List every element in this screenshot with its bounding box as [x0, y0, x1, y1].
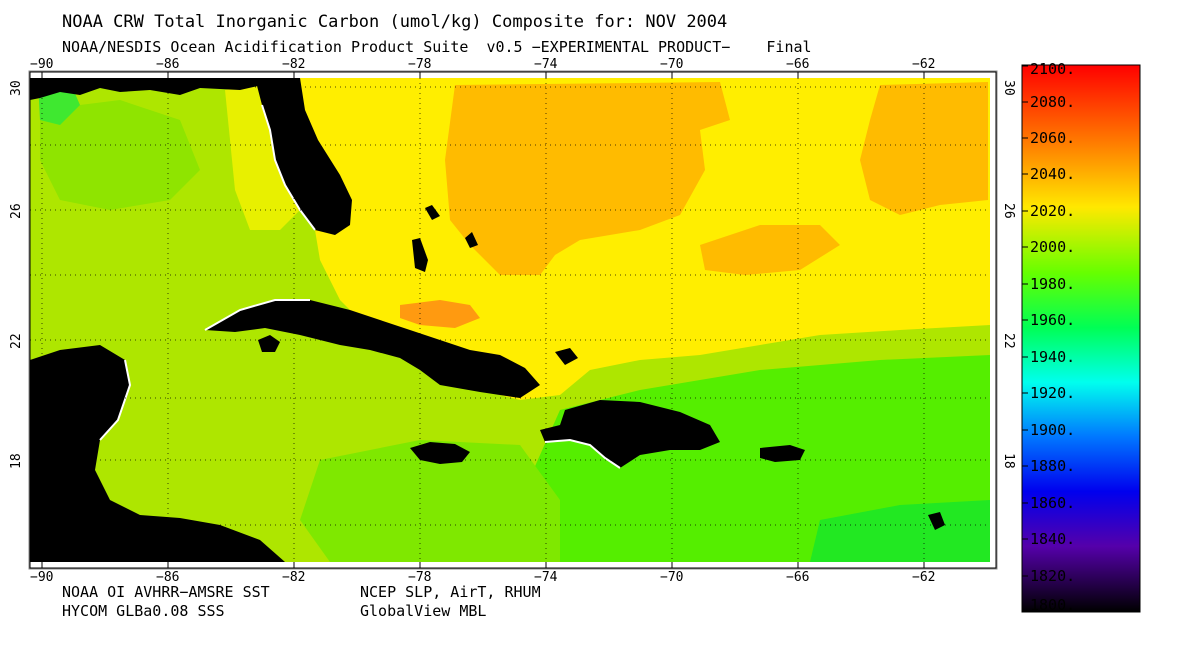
colorbar-label: 1940.: [1030, 348, 1076, 366]
land-bahamas-small-2: [465, 232, 478, 248]
colorbar-label: 2060.: [1030, 129, 1076, 147]
map-title: NOAA CRW Total Inorganic Carbon (umol/kg…: [62, 12, 728, 32]
lon-tick-bottom: −82: [282, 570, 306, 585]
land-cuba: [205, 300, 540, 398]
colorbar-label: 1840.: [1030, 530, 1076, 548]
lon-tick-bottom: −86: [156, 570, 180, 585]
region-green-gulf: [40, 100, 200, 210]
lon-tick-bottom: −74: [534, 570, 558, 585]
lat-tick-left: 18: [9, 453, 24, 469]
land-andros: [412, 238, 428, 272]
source-sss: HYCOM GLBa0.08 SSS: [62, 602, 225, 620]
lon-tick-top: −66: [786, 57, 810, 72]
region-green-bright: [810, 500, 990, 562]
region-orange-cuba: [400, 300, 480, 328]
graticule: [30, 78, 990, 562]
colorbar-label: 2080.: [1030, 93, 1076, 111]
colorbar-label: 2000.: [1030, 238, 1076, 256]
lon-tick-bottom: −62: [912, 570, 936, 585]
colorbar: [1021, 64, 1141, 613]
region-orange-sargasso: [445, 82, 730, 275]
colorbar-label: 2100.: [1030, 60, 1076, 78]
lat-tick-right: 26: [1001, 203, 1016, 219]
colorbar-label: 1800.: [1030, 596, 1076, 614]
lon-tick-top: −82: [282, 57, 306, 72]
colorbar-ticks: [1022, 65, 1028, 612]
colorbar-label: 2040.: [1030, 165, 1076, 183]
lon-tick-bottom: −70: [660, 570, 684, 585]
land-puerto-rico: [760, 445, 805, 462]
lat-tick-left: 26: [9, 203, 24, 219]
region-green-caribbean: [300, 440, 560, 562]
land-jamaica: [410, 442, 470, 464]
land-bahamas-small-1: [425, 205, 440, 220]
lon-tick-top: −78: [408, 57, 432, 72]
source-sst: NOAA OI AVHRR−AMSRE SST: [62, 583, 270, 601]
colorbar-label: 1920.: [1030, 384, 1076, 402]
land-isla-juventud: [258, 335, 280, 352]
lat-tick-right: 22: [1001, 333, 1016, 349]
coast-haloes: [99, 104, 621, 469]
lat-tick-right: 30: [1001, 80, 1016, 96]
map-frame: [29, 71, 997, 569]
source-globalview: GlobalView MBL: [360, 602, 487, 620]
map-subtitle: NOAA/NESDIS Ocean Acidification Product …: [62, 38, 812, 56]
frame-ticks: [41, 72, 925, 568]
lat-tick-left: 22: [9, 333, 24, 349]
colorbar-label: 2020.: [1030, 202, 1076, 220]
lon-tick-top: −86: [156, 57, 180, 72]
lon-tick-top: −90: [30, 57, 54, 72]
lon-tick-top: −70: [660, 57, 684, 72]
region-orange-mid: [700, 225, 840, 275]
lat-tick-left: 30: [9, 80, 24, 96]
lon-tick-top: −74: [534, 57, 558, 72]
colorbar-label: 1880.: [1030, 457, 1076, 475]
source-ncep: NCEP SLP, AirT, RHUM: [360, 583, 541, 601]
lon-tick-top: −62: [912, 57, 936, 72]
lon-tick-bottom: −66: [786, 570, 810, 585]
colorbar-label: 1980.: [1030, 275, 1076, 293]
land: [30, 78, 945, 562]
lon-tick-bottom: −78: [408, 570, 432, 585]
land-hispaniola: [540, 400, 720, 468]
land-yucatan: [30, 345, 285, 562]
land-florida: [255, 78, 352, 235]
lat-tick-right: 18: [1001, 453, 1016, 469]
land-bahamas-small-3: [555, 348, 578, 365]
land-gulf-coast: [30, 78, 262, 100]
colorbar-label: 1960.: [1030, 311, 1076, 329]
lon-tick-bottom: −90: [30, 570, 54, 585]
colorbar-label: 1900.: [1030, 421, 1076, 439]
colorbar-label: 1860.: [1030, 494, 1076, 512]
colorbar-label: 1820.: [1030, 567, 1076, 585]
